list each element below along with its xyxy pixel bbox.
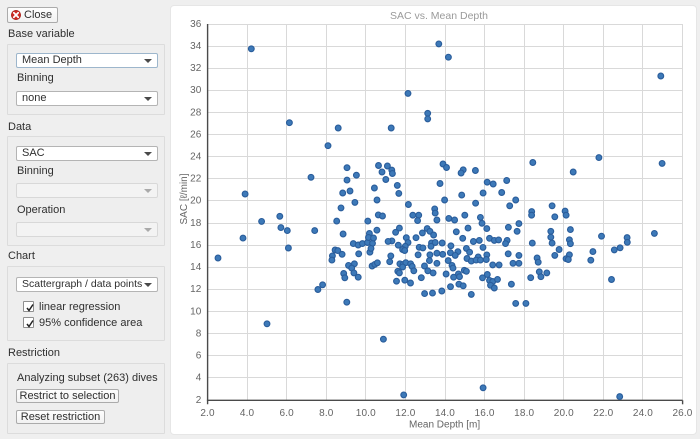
svg-text:22: 22 (190, 174, 202, 185)
svg-text:14.0: 14.0 (435, 408, 455, 419)
svg-text:12: 12 (190, 284, 202, 295)
svg-text:SAC vs. Mean Depth: SAC vs. Mean Depth (390, 10, 488, 22)
svg-text:10: 10 (190, 306, 202, 317)
svg-text:2: 2 (196, 395, 202, 406)
svg-text:4.0: 4.0 (240, 408, 255, 419)
svg-text:30: 30 (190, 85, 202, 96)
svg-text:20.0: 20.0 (554, 408, 574, 419)
svg-text:22.0: 22.0 (593, 408, 613, 419)
svg-text:Mean Depth [m]: Mean Depth [m] (409, 420, 480, 431)
svg-text:16: 16 (190, 240, 202, 251)
svg-text:SAC [ℓ/min]: SAC [ℓ/min] (179, 173, 190, 224)
svg-text:8.0: 8.0 (319, 408, 334, 419)
svg-text:32: 32 (190, 63, 202, 74)
svg-text:14: 14 (190, 262, 202, 273)
svg-text:28: 28 (190, 107, 202, 118)
svg-text:16.0: 16.0 (475, 408, 495, 419)
svg-text:26.0: 26.0 (672, 408, 692, 419)
svg-text:36: 36 (190, 19, 202, 30)
svg-text:6.0: 6.0 (280, 408, 295, 419)
svg-text:10.0: 10.0 (356, 408, 376, 419)
svg-text:24.0: 24.0 (633, 408, 653, 419)
svg-text:12.0: 12.0 (395, 408, 415, 419)
svg-text:34: 34 (190, 41, 202, 52)
svg-text:20: 20 (190, 196, 202, 207)
svg-text:24: 24 (190, 152, 202, 163)
svg-text:26: 26 (190, 129, 202, 140)
svg-text:4: 4 (196, 373, 202, 384)
svg-text:2.0: 2.0 (200, 408, 215, 419)
svg-text:6: 6 (196, 351, 202, 362)
svg-text:18: 18 (190, 218, 202, 229)
svg-text:18.0: 18.0 (514, 408, 534, 419)
svg-text:8: 8 (196, 328, 202, 339)
